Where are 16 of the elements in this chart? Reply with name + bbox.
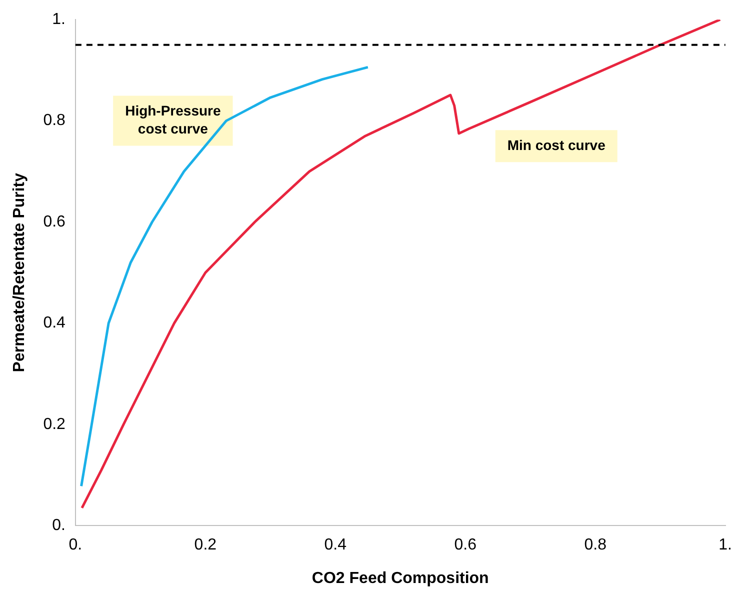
- x-tick-label: 0.8: [584, 536, 607, 554]
- x-tick-label: 0.6: [454, 536, 477, 554]
- x-tick-label: 0.2: [194, 536, 217, 554]
- y-tick-label: 0.8: [43, 112, 66, 130]
- y-tick-label: 0.4: [43, 314, 66, 332]
- y-tick-label: 1.: [52, 11, 66, 28]
- y-tick-label: 0.: [52, 517, 66, 534]
- y-axis-title: Permeate/Retentate Purity: [11, 172, 28, 372]
- annotation: High-Pressure cost curve: [125, 102, 221, 137]
- x-tick-label: 0.4: [324, 536, 347, 554]
- y-tick-label: 0.2: [43, 416, 66, 433]
- x-tick-label: 0.: [68, 536, 82, 554]
- x-axis-title: CO2 Feed Composition: [312, 570, 489, 587]
- y-tick-label: 0.6: [43, 213, 66, 230]
- x-tick-label: 1.: [718, 536, 732, 554]
- annotation: Min cost curve: [507, 136, 606, 153]
